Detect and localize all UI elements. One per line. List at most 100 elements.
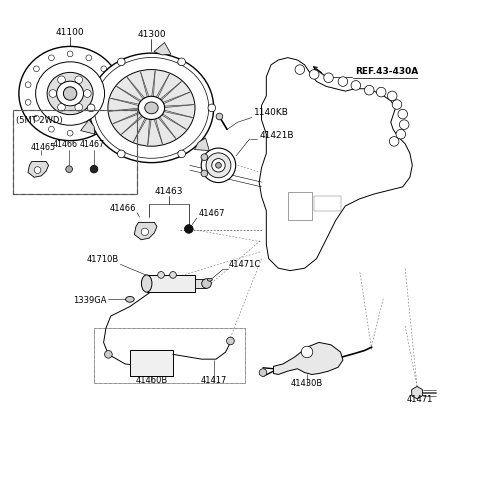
Polygon shape [194, 279, 206, 288]
Bar [130, 350, 173, 376]
Ellipse shape [108, 71, 195, 147]
Circle shape [201, 155, 208, 161]
Circle shape [48, 127, 54, 133]
Text: 41417: 41417 [201, 375, 227, 384]
Ellipse shape [89, 54, 214, 163]
Ellipse shape [138, 97, 165, 120]
Ellipse shape [207, 279, 212, 282]
Circle shape [364, 86, 374, 96]
Ellipse shape [206, 154, 231, 179]
Circle shape [109, 83, 115, 88]
Polygon shape [147, 276, 194, 292]
Circle shape [84, 91, 91, 98]
Circle shape [399, 120, 409, 130]
Text: 41466: 41466 [52, 139, 77, 148]
Circle shape [208, 105, 216, 112]
Text: 41467: 41467 [198, 209, 225, 217]
Circle shape [86, 127, 92, 133]
Circle shape [324, 74, 333, 84]
Circle shape [157, 272, 164, 279]
Ellipse shape [142, 276, 152, 292]
Circle shape [338, 78, 348, 87]
Bar [12, 111, 137, 194]
Circle shape [87, 105, 95, 112]
Circle shape [259, 369, 267, 377]
Text: 41100: 41100 [56, 28, 84, 37]
Text: 41466: 41466 [109, 204, 136, 212]
Polygon shape [134, 223, 157, 240]
Circle shape [178, 151, 185, 158]
Circle shape [118, 59, 125, 67]
Text: 41471C: 41471C [229, 260, 261, 269]
Circle shape [105, 351, 112, 359]
Text: 41710B: 41710B [87, 255, 119, 264]
Circle shape [376, 88, 386, 97]
Circle shape [58, 77, 65, 84]
Circle shape [178, 59, 185, 67]
Circle shape [67, 131, 73, 137]
Circle shape [109, 100, 115, 106]
Ellipse shape [19, 48, 121, 141]
Circle shape [66, 167, 72, 173]
Circle shape [86, 56, 92, 61]
Ellipse shape [212, 159, 225, 173]
Circle shape [63, 88, 77, 101]
Circle shape [75, 77, 83, 84]
Text: 41430B: 41430B [291, 378, 323, 387]
Circle shape [34, 67, 39, 72]
Circle shape [67, 52, 73, 58]
Circle shape [101, 67, 107, 72]
Circle shape [202, 279, 211, 288]
Circle shape [34, 116, 39, 122]
Circle shape [389, 137, 399, 147]
Text: 1140KB: 1140KB [254, 108, 289, 117]
Polygon shape [259, 59, 412, 271]
Polygon shape [274, 343, 343, 375]
Text: REF.43-430A: REF.43-430A [355, 67, 418, 76]
Text: 1339GA: 1339GA [73, 295, 107, 304]
Circle shape [75, 104, 83, 112]
Circle shape [201, 171, 208, 178]
Circle shape [227, 337, 234, 345]
Ellipse shape [216, 163, 221, 169]
Polygon shape [81, 120, 95, 135]
Circle shape [25, 100, 31, 106]
Text: 41471: 41471 [406, 395, 432, 403]
Circle shape [101, 116, 107, 122]
Circle shape [118, 151, 125, 158]
Circle shape [216, 114, 223, 120]
Text: 41300: 41300 [137, 30, 166, 39]
Circle shape [58, 104, 65, 112]
Circle shape [351, 82, 360, 91]
Circle shape [295, 66, 305, 75]
Circle shape [25, 83, 31, 88]
Circle shape [310, 71, 319, 80]
Text: 41463: 41463 [155, 187, 183, 196]
Circle shape [387, 92, 397, 101]
Ellipse shape [47, 73, 93, 115]
Circle shape [34, 168, 41, 174]
Circle shape [301, 347, 313, 358]
Polygon shape [194, 139, 209, 151]
Circle shape [141, 228, 148, 236]
Circle shape [48, 56, 54, 61]
Circle shape [396, 130, 406, 140]
Bar [12, 111, 137, 194]
Polygon shape [412, 386, 422, 399]
Text: 41465: 41465 [30, 143, 56, 152]
Ellipse shape [145, 103, 158, 115]
Polygon shape [154, 43, 171, 56]
Text: (5MT 2WD): (5MT 2WD) [16, 116, 63, 125]
Text: 41467: 41467 [80, 139, 105, 148]
Ellipse shape [36, 63, 105, 126]
Circle shape [398, 110, 408, 120]
Circle shape [49, 91, 57, 98]
Circle shape [169, 272, 176, 279]
Ellipse shape [126, 297, 134, 302]
Circle shape [90, 166, 98, 174]
Text: 41421B: 41421B [259, 131, 294, 140]
Ellipse shape [201, 149, 236, 183]
Polygon shape [28, 162, 48, 178]
Ellipse shape [57, 82, 84, 107]
Circle shape [392, 100, 402, 110]
